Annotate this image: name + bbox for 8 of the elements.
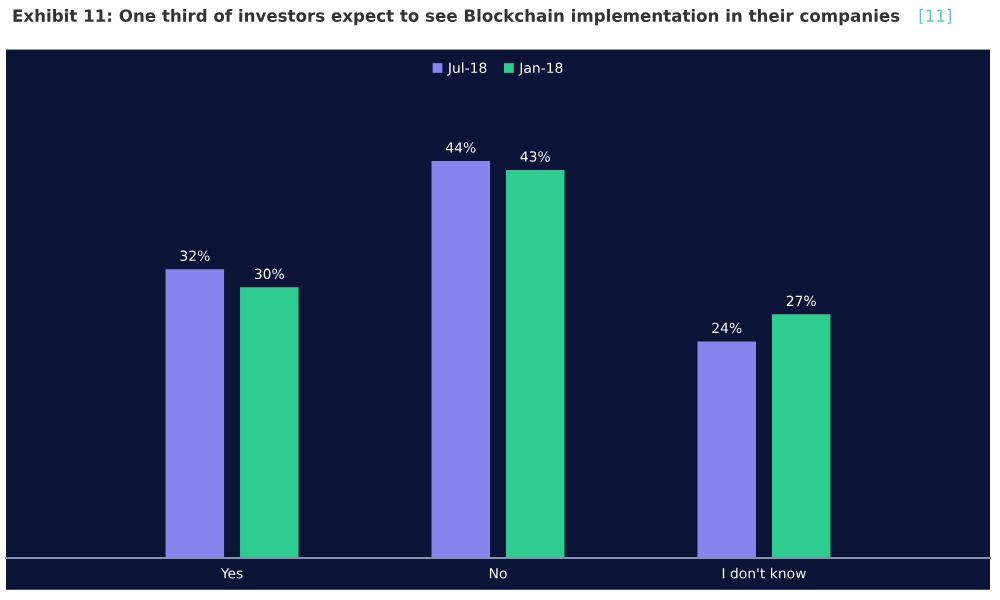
text: [11] xyxy=(919,9,952,24)
bar xyxy=(431,160,491,558)
chart-title: Exhibit 11: One third of investors expect to see Blockchain implementation in their companies xyxy=(13,9,900,26)
bar xyxy=(505,169,565,558)
bar xyxy=(771,314,831,558)
bar xyxy=(165,269,225,558)
bar xyxy=(240,287,299,558)
bar xyxy=(697,341,756,558)
